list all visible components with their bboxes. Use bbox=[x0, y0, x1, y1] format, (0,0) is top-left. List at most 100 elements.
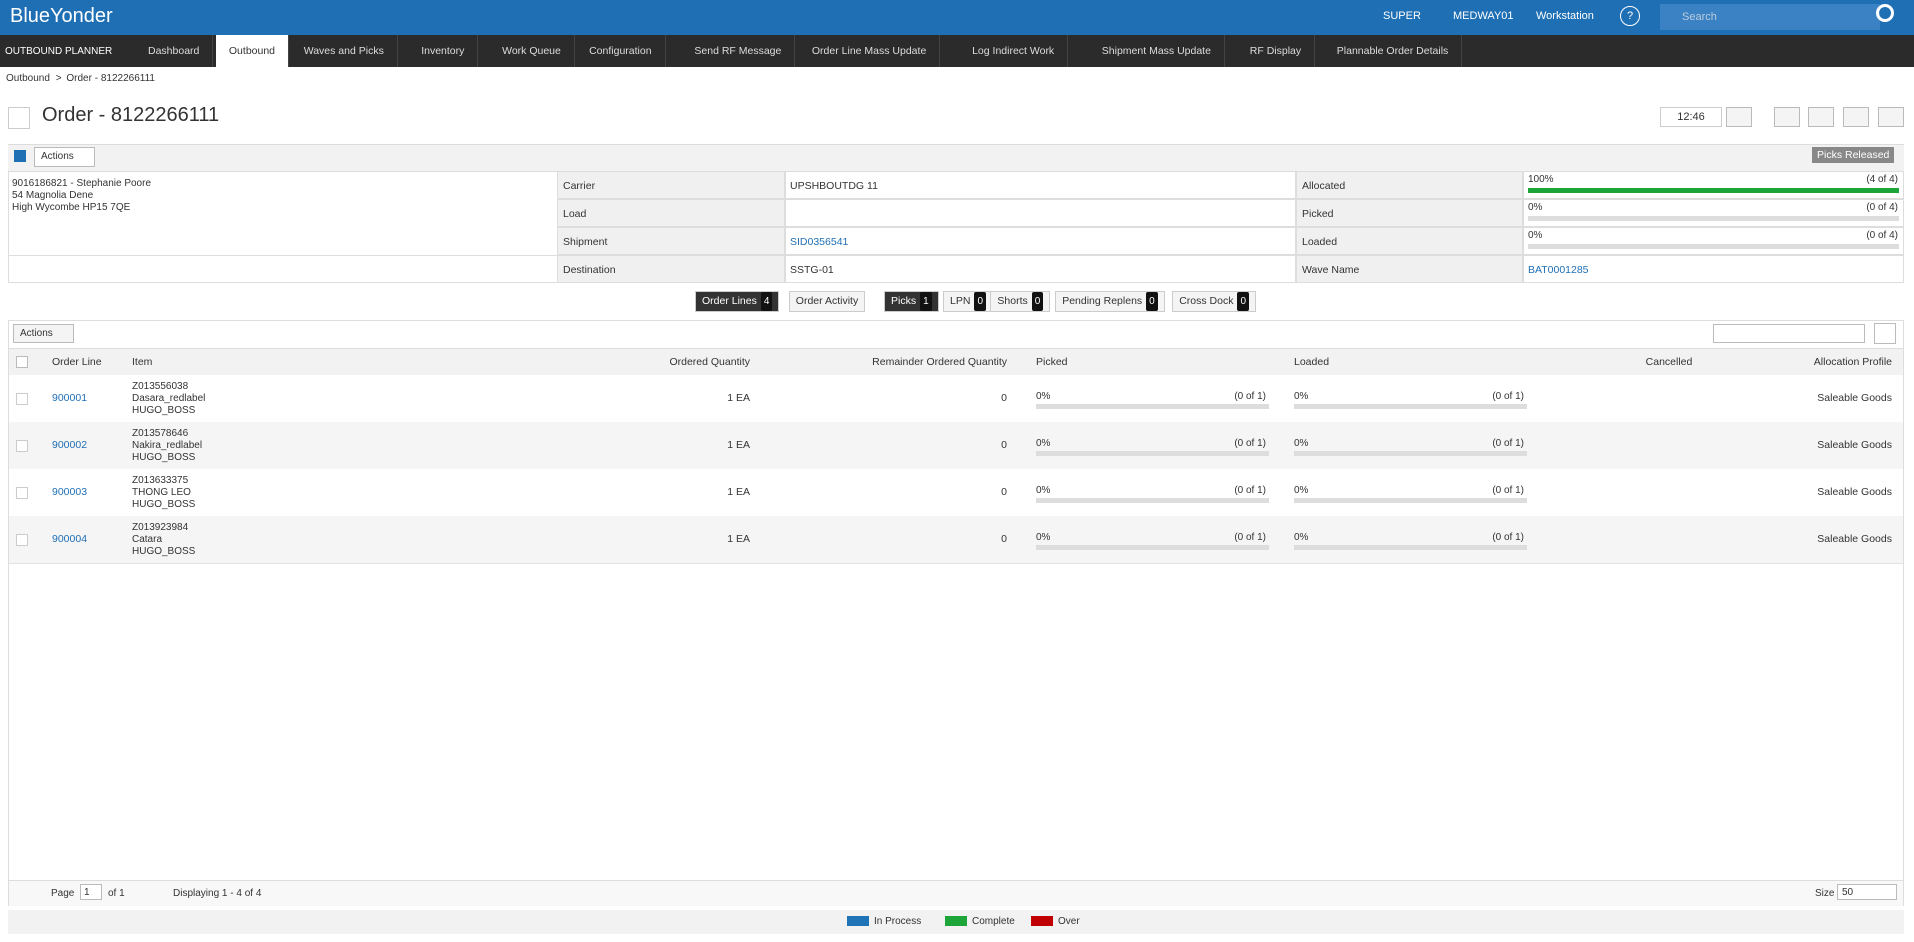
print-button[interactable] bbox=[1774, 107, 1800, 127]
picked-percent: 0% bbox=[1036, 485, 1051, 496]
nav-tab[interactable]: Waves and Picks bbox=[291, 35, 398, 67]
progress-fill bbox=[1528, 188, 1899, 193]
breadcrumb-item: Order - 8122266111 bbox=[66, 73, 155, 84]
sub-tab-count: 4 bbox=[760, 292, 773, 311]
ordered-quantity: 1 EA bbox=[727, 486, 750, 498]
brand[interactable]: BlueYonder bbox=[10, 5, 113, 27]
item-line: HUGO_BOSS bbox=[132, 405, 196, 416]
nav-tab[interactable]: Inventory bbox=[408, 35, 479, 67]
top-bar bbox=[0, 0, 1914, 35]
sub-tab-label: Order Activity bbox=[795, 295, 859, 307]
row-checkbox[interactable] bbox=[16, 534, 28, 546]
sub-tab[interactable]: LPN 0 bbox=[943, 291, 993, 312]
column-header[interactable]: Picked bbox=[1036, 356, 1068, 368]
sub-tab[interactable]: Order Activity bbox=[788, 291, 866, 312]
order-line[interactable]: 900002 bbox=[52, 439, 88, 451]
layout-button[interactable] bbox=[1878, 107, 1904, 127]
loaded-bar bbox=[1294, 498, 1527, 503]
workstation[interactable]: Workstation bbox=[1536, 10, 1594, 22]
column-header[interactable]: Remainder Ordered Quantity bbox=[872, 356, 1007, 368]
column-header[interactable]: Item bbox=[132, 356, 153, 368]
row-checkbox[interactable] bbox=[16, 393, 28, 405]
detail-label-cell bbox=[557, 227, 785, 255]
wave-value[interactable]: BAT0001285 bbox=[1528, 264, 1589, 276]
breadcrumb-item[interactable]: Outbound bbox=[6, 73, 50, 84]
column-header[interactable]: Ordered Quantity bbox=[669, 356, 750, 368]
search-icon[interactable] bbox=[1876, 4, 1894, 22]
favorite-button[interactable] bbox=[1874, 323, 1896, 344]
refresh-button[interactable] bbox=[1726, 107, 1752, 127]
detail-value-cell bbox=[785, 227, 1296, 255]
column-header[interactable]: Cancelled bbox=[1645, 356, 1693, 368]
search-input[interactable]: Search bbox=[1660, 4, 1880, 30]
clock[interactable]: 12:46 bbox=[1660, 107, 1722, 127]
page-input[interactable]: 1 bbox=[80, 884, 102, 900]
detail-value: UPSHBOUTDG 11 bbox=[790, 180, 878, 192]
detail-value-cell bbox=[1523, 199, 1904, 227]
item-line: Z013633375 bbox=[132, 475, 189, 486]
nav-tab[interactable]: Plannable Order Details bbox=[1324, 35, 1463, 67]
detail-value[interactable]: SID0356541 bbox=[790, 236, 849, 248]
allocation-profile: Saleable Goods bbox=[1817, 392, 1892, 404]
picked-percent: 0% bbox=[1036, 391, 1051, 402]
column-header[interactable]: Order Line bbox=[52, 356, 102, 368]
nav-tab[interactable]: Log Indirect Work bbox=[959, 35, 1069, 67]
detail-label-cell bbox=[1296, 199, 1523, 227]
picked-bar bbox=[1036, 404, 1269, 409]
progress-bar bbox=[1528, 188, 1899, 193]
nav-tab[interactable]: RF Display bbox=[1237, 35, 1316, 67]
site[interactable]: MEDWAY01 bbox=[1453, 10, 1514, 22]
settings-button[interactable] bbox=[1843, 107, 1869, 127]
actions-button[interactable]: Actions bbox=[34, 147, 95, 167]
item-line: Nakira_redlabel bbox=[132, 440, 203, 451]
export-button[interactable] bbox=[1808, 107, 1834, 127]
remainder-quantity: 0 bbox=[1001, 392, 1007, 404]
row-checkbox[interactable] bbox=[16, 440, 28, 452]
column-header[interactable]: Loaded bbox=[1294, 356, 1330, 368]
nav-tab[interactable]: Shipment Mass Update bbox=[1089, 35, 1225, 67]
progress-count: (0 of 4) bbox=[1866, 202, 1898, 213]
page-title: Order - 8122266111 bbox=[42, 104, 220, 126]
back-button[interactable] bbox=[8, 107, 30, 129]
order-line[interactable]: 900004 bbox=[52, 533, 88, 545]
app-menu[interactable]: OUTBOUND PLANNER bbox=[5, 46, 113, 57]
page-label: Page bbox=[51, 888, 75, 899]
sub-tab[interactable]: Shorts 0 bbox=[990, 291, 1051, 312]
nav-tab[interactable]: Outbound bbox=[215, 35, 290, 67]
detail-value-cell bbox=[1523, 171, 1904, 199]
column-header[interactable]: Allocation Profile bbox=[1813, 356, 1892, 368]
collapse[interactable] bbox=[14, 150, 26, 162]
breadcrumb-item: > bbox=[55, 73, 62, 84]
nav-tab[interactable]: Send RF Message bbox=[681, 35, 796, 67]
grid-actions[interactable]: Actions bbox=[13, 324, 74, 343]
nav-tab[interactable]: Work Queue bbox=[489, 35, 575, 67]
loaded-count: (0 of 1) bbox=[1492, 391, 1524, 402]
select-all[interactable] bbox=[16, 356, 28, 368]
detail-label-cell bbox=[557, 171, 785, 199]
nav-tab[interactable]: Dashboard bbox=[135, 35, 214, 67]
sub-tab-label: Shorts bbox=[997, 295, 1028, 307]
loaded-bar bbox=[1294, 404, 1527, 409]
user-menu[interactable]: SUPER bbox=[1383, 10, 1421, 22]
address-line: 9016186821 - Stephanie Poore bbox=[12, 178, 152, 189]
item-line: HUGO_BOSS bbox=[132, 546, 196, 557]
sub-tab[interactable]: Pending Replens 0 bbox=[1055, 291, 1165, 312]
picked-percent: 0% bbox=[1036, 532, 1051, 543]
header-bar bbox=[8, 144, 1904, 171]
sub-tab-count: 0 bbox=[1146, 292, 1158, 311]
nav-tab[interactable]: Configuration bbox=[576, 35, 666, 67]
order-line[interactable]: 900001 bbox=[52, 392, 88, 404]
row-checkbox[interactable] bbox=[16, 487, 28, 499]
order-line[interactable]: 900003 bbox=[52, 486, 88, 498]
sub-tab[interactable]: Picks 1 bbox=[884, 291, 939, 312]
sub-tab[interactable]: Order Lines 4 bbox=[695, 291, 780, 312]
detail-label: Allocated bbox=[1302, 180, 1346, 192]
nav-tab[interactable]: Order Line Mass Update bbox=[799, 35, 941, 67]
help[interactable]: ? bbox=[1620, 6, 1640, 26]
size-select[interactable]: 50 bbox=[1837, 884, 1897, 900]
loaded-percent: 0% bbox=[1294, 438, 1309, 449]
filter-input[interactable] bbox=[1713, 324, 1865, 343]
sub-tab[interactable]: Cross Dock 0 bbox=[1172, 291, 1257, 312]
legend-label: In Process bbox=[874, 916, 922, 927]
